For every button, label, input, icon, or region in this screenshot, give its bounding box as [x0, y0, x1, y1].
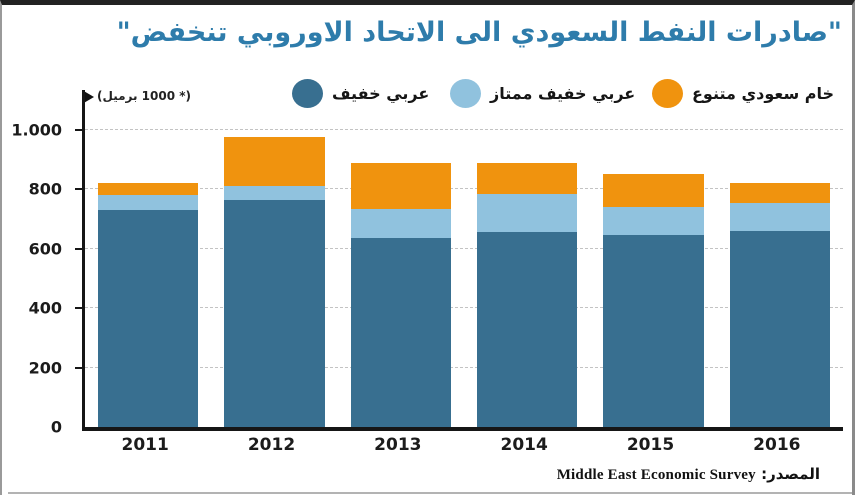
y-axis-tick — [75, 188, 82, 191]
bar-segment — [729, 230, 830, 427]
bar-2016 — [729, 90, 830, 427]
x-tick-label-2013: 2013 — [374, 435, 422, 455]
y-tick-label: 0 — [50, 417, 62, 437]
x-tick-label-2014: 2014 — [500, 435, 548, 455]
bar-2015 — [603, 90, 704, 427]
chart-title: "صادرات النفط السعودي الى الاتحاد الاورو… — [116, 17, 842, 48]
bar-segment — [224, 199, 325, 427]
x-tick-label-2016: 2016 — [753, 435, 801, 455]
y-axis-unit-label: (* 1000 برميل) — [97, 89, 192, 103]
gridline-1000 — [85, 128, 843, 130]
gridline-200 — [85, 366, 843, 368]
axis-flag-icon — [82, 90, 94, 104]
bar-2014 — [477, 90, 578, 427]
gridline-600 — [85, 247, 843, 249]
legend-swatch-icon — [292, 79, 323, 108]
bar-segment — [477, 162, 578, 194]
bar-segment — [477, 232, 578, 427]
y-axis-tick — [75, 128, 82, 131]
bar-segment — [603, 207, 704, 236]
bar-2012 — [224, 90, 325, 427]
y-axis-tick — [75, 366, 82, 369]
source-line: المصدر: Middle East Economic Survey — [557, 465, 820, 484]
bar-segment — [350, 238, 451, 427]
y-tick-label: 600 — [28, 239, 62, 259]
legend: عربي خفيف عربي خفيف ممتاز خام سعودي متنوع — [2, 79, 852, 119]
legend-item: خام سعودي متنوع — [652, 79, 834, 108]
y-axis-tick — [75, 307, 82, 310]
legend-item: عربي خفيف ممتاز — [450, 79, 635, 108]
legend-swatch-icon — [652, 79, 683, 108]
y-axis-tick — [75, 247, 82, 250]
legend-label: عربي خفيف — [332, 84, 430, 103]
bar-segment — [477, 193, 578, 233]
y-axis-unit: (* 1000 برميل) — [82, 89, 191, 104]
bar-segment — [350, 208, 451, 239]
y-axis-labels: 0 200 400 600 800 1.000 — [2, 90, 72, 436]
bar-segment — [729, 202, 830, 231]
gridline-400 — [85, 307, 843, 309]
legend-swatch-icon — [450, 79, 481, 108]
bar-segment — [98, 210, 199, 427]
bar-2011 — [98, 90, 199, 427]
legend-label: عربي خفيف ممتاز — [490, 84, 636, 103]
bar-segment — [350, 162, 451, 209]
y-tick-label: 200 — [28, 358, 62, 378]
legend-item: عربي خفيف — [292, 79, 429, 108]
gridline-800 — [85, 188, 843, 190]
x-tick-label-2015: 2015 — [626, 435, 675, 455]
bar-segment — [98, 195, 199, 211]
y-tick-label: 1.000 — [11, 120, 62, 140]
plot-area — [82, 90, 843, 431]
bar-segment — [729, 183, 830, 203]
bar-segment — [224, 137, 325, 187]
source-text: Middle East Economic Survey — [556, 467, 756, 483]
source-label-arabic: المصدر: — [761, 465, 820, 483]
y-tick-label: 400 — [28, 298, 62, 318]
legend-label: خام سعودي متنوع — [692, 84, 835, 103]
x-tick-label-2012: 2012 — [247, 435, 296, 455]
bottom-divider — [8, 492, 852, 494]
bar-2013 — [350, 90, 451, 427]
bar-segment — [603, 235, 704, 427]
bar-segment — [224, 186, 325, 200]
bar-segment — [98, 183, 199, 196]
x-tick-label-2011: 2011 — [121, 435, 169, 455]
x-axis-labels: 2011 2012 2013 2014 2015 2016 — [82, 435, 840, 459]
bar-segment — [603, 174, 704, 208]
y-tick-label: 800 — [28, 179, 62, 199]
